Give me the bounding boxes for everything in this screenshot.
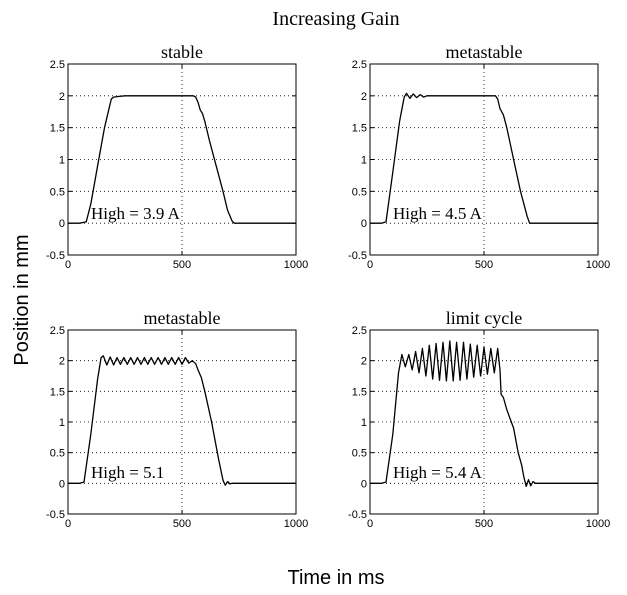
y-tick-label: 2 xyxy=(361,91,367,103)
y-tick-label: 0 xyxy=(59,218,65,230)
gain-annotation: High = 5.1 xyxy=(91,463,164,482)
x-tick-label: 0 xyxy=(65,259,71,271)
subplot-title: limit cycle xyxy=(446,308,522,328)
y-tick-label: 0.5 xyxy=(352,448,367,460)
x-tick-label: 0 xyxy=(65,518,71,530)
y-tick-label: 2 xyxy=(59,356,65,368)
x-tick-label: 1000 xyxy=(284,518,308,530)
y-tick-label: -0.5 xyxy=(348,250,367,262)
gain-annotation: High = 3.9 A xyxy=(91,204,181,223)
x-tick-label: 1000 xyxy=(586,518,610,530)
y-tick-label: 2.5 xyxy=(50,59,65,71)
y-tick-label: 2 xyxy=(361,356,367,368)
subplot-title: metastable xyxy=(446,42,523,62)
y-tick-label: 1.5 xyxy=(50,386,65,398)
series-line xyxy=(68,355,296,486)
y-tick-label: 2.5 xyxy=(352,59,367,71)
subplot-title: metastable xyxy=(144,308,221,328)
figure-ylabel: Position in mm xyxy=(11,234,33,365)
y-tick-label: 0 xyxy=(59,478,65,490)
figure-xlabel: Time in ms xyxy=(287,567,384,589)
x-tick-label: 500 xyxy=(173,518,191,530)
subplot-title: stable xyxy=(161,42,203,62)
y-tick-label: 0.5 xyxy=(50,186,65,198)
y-tick-label: 1 xyxy=(361,155,367,167)
x-tick-label: 0 xyxy=(367,518,373,530)
y-tick-label: 1.5 xyxy=(352,123,367,135)
y-tick-label: -0.5 xyxy=(46,250,65,262)
x-tick-label: 500 xyxy=(475,259,493,271)
series-line xyxy=(68,95,296,224)
gain-annotation: High = 4.5 A xyxy=(393,204,483,223)
y-tick-label: 1 xyxy=(361,417,367,429)
y-tick-label: 2.5 xyxy=(50,325,65,337)
x-tick-label: 500 xyxy=(475,518,493,530)
x-tick-label: 500 xyxy=(173,259,191,271)
series-line xyxy=(370,340,598,488)
y-tick-label: 0 xyxy=(361,478,367,490)
y-tick-label: 0.5 xyxy=(352,186,367,198)
gain-annotation: High = 5.4 A xyxy=(393,463,483,482)
series-line xyxy=(370,92,598,224)
x-tick-label: 1000 xyxy=(284,259,308,271)
figure-title: Increasing Gain xyxy=(272,8,399,30)
y-tick-label: 1 xyxy=(59,155,65,167)
y-tick-label: 1.5 xyxy=(352,386,367,398)
y-tick-label: 2 xyxy=(59,91,65,103)
y-tick-label: 0.5 xyxy=(50,448,65,460)
y-tick-label: -0.5 xyxy=(46,509,65,521)
y-tick-label: 1.5 xyxy=(50,123,65,135)
y-tick-label: -0.5 xyxy=(348,509,367,521)
y-tick-label: 0 xyxy=(361,218,367,230)
y-tick-label: 1 xyxy=(59,417,65,429)
y-tick-label: 2.5 xyxy=(352,325,367,337)
x-tick-label: 0 xyxy=(367,259,373,271)
x-tick-label: 1000 xyxy=(586,259,610,271)
